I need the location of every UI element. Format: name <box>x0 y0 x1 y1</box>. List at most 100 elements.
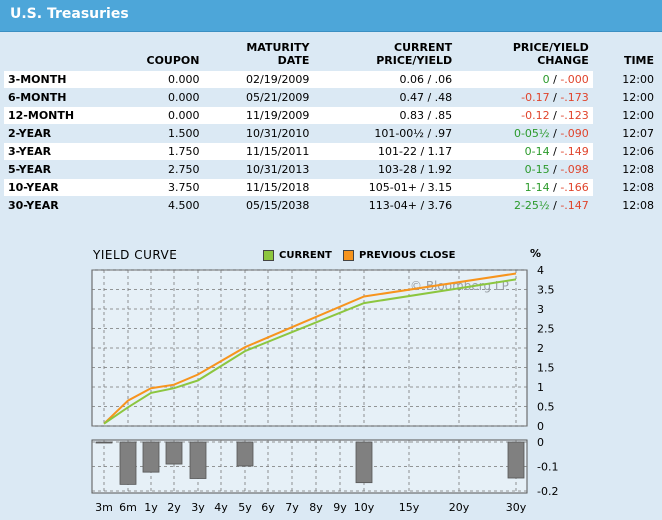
change-separator: / <box>549 163 561 176</box>
y-unit-label: % <box>530 247 542 260</box>
row-name: 3-YEAR <box>4 143 113 160</box>
change-yield: -.147 <box>560 199 589 212</box>
x-tick-label: 7y <box>285 501 299 514</box>
row-coupon: 0.000 <box>112 107 204 124</box>
x-tick-label: 30y <box>506 501 527 514</box>
change-bar <box>95 441 113 444</box>
row-maturity: 11/15/2018 <box>203 179 314 196</box>
row-coupon: 0.000 <box>112 71 204 88</box>
row-name: 2-YEAR <box>4 125 113 142</box>
series-current-line <box>103 278 517 425</box>
change-separator: / <box>549 91 561 104</box>
change-yield: -.000 <box>560 73 589 86</box>
change-price: 0-05½ <box>513 127 550 140</box>
row-change: -0.17 / -.173 <box>456 89 593 106</box>
row-name: 30-YEAR <box>4 197 113 214</box>
table-row: 12-MONTH 0.000 11/19/2009 0.83 / .85 -0.12 /… <box>4 107 658 124</box>
row-time: 12:07 <box>592 125 658 142</box>
row-maturity: 10/31/2010 <box>203 125 314 142</box>
x-tick-label: 20y <box>449 501 470 514</box>
row-change: 0-14 / -.149 <box>456 143 593 160</box>
change-bar <box>189 441 207 479</box>
row-maturity: 05/21/2009 <box>203 89 314 106</box>
table-row: 3-YEAR 1.750 11/15/2011 101-22 / 1.17 0-14 /… <box>4 143 658 160</box>
row-change: 1-14 / -.166 <box>456 179 593 196</box>
change-y-tick-label: -0.1 <box>537 461 558 474</box>
table-row: 30-YEAR 4.500 05/15/2038 113-04+ / 3.76 2-25… <box>4 197 658 214</box>
change-yield: -.098 <box>560 163 589 176</box>
x-tick-label: 2y <box>167 501 181 514</box>
row-change: 0 / -.000 <box>456 71 593 88</box>
treasuries-table: COUPON MATURITY DATE CURRENT PRICE/YIELD… <box>4 40 658 215</box>
change-separator: / <box>549 73 561 86</box>
x-tick-label: 1y <box>144 501 158 514</box>
row-coupon: 4.500 <box>112 197 204 214</box>
change-yield: -.173 <box>560 91 589 104</box>
row-time: 12:00 <box>592 89 658 106</box>
change-yield: -.123 <box>560 109 589 122</box>
x-tick-label: 9y <box>333 501 347 514</box>
change-separator: / <box>549 181 561 194</box>
change-separator: / <box>549 109 561 122</box>
change-price: 0-15 <box>524 163 550 176</box>
row-change: 0-15 / -.098 <box>456 161 593 178</box>
row-time: 12:00 <box>592 107 658 124</box>
x-tick-label: 15y <box>399 501 420 514</box>
row-time: 12:08 <box>592 161 658 178</box>
row-name: 3-MONTH <box>4 71 113 88</box>
change-bar <box>507 441 525 479</box>
row-change: 0-05½ / -.090 <box>456 125 593 142</box>
row-maturity: 05/15/2038 <box>203 197 314 214</box>
table-row: 6-MONTH 0.000 05/21/2009 0.47 / .48 -0.17 / … <box>4 89 658 106</box>
row-price-yield: 0.06 / .06 <box>313 71 457 88</box>
legend-current-label: CURRENT <box>279 250 332 261</box>
header-maturity: MATURITY DATE <box>246 41 310 67</box>
change-separator: / <box>549 145 561 158</box>
header-price-yield: CURRENT PRICE/YIELD <box>376 41 453 67</box>
y-tick-label: 2 <box>537 342 544 355</box>
change-yield: -.090 <box>560 127 589 140</box>
row-coupon: 2.750 <box>112 161 204 178</box>
table-header-row: COUPON MATURITY DATE CURRENT PRICE/YIELD… <box>4 41 658 70</box>
row-time: 12:08 <box>592 179 658 196</box>
x-tick-label: 6y <box>261 501 275 514</box>
legend-previous-label: PREVIOUS CLOSE <box>359 250 456 261</box>
change-price: 0-14 <box>524 145 550 158</box>
row-name: 6-MONTH <box>4 89 113 106</box>
y-tick-label: 3.5 <box>537 284 555 297</box>
y-tick-label: 1.5 <box>537 362 555 375</box>
change-separator: / <box>549 127 561 140</box>
watermark: © Bloomberg LP <box>410 279 509 293</box>
row-price-yield: 0.47 / .48 <box>313 89 457 106</box>
row-price-yield: 101-22 / 1.17 <box>313 143 457 160</box>
y-tick-label: 2.5 <box>537 323 555 336</box>
change-price: 0 <box>542 73 550 86</box>
change-bar <box>142 441 160 473</box>
y-tick-label: 4 <box>537 264 544 277</box>
change-bar <box>236 441 254 467</box>
change-bar <box>119 441 137 485</box>
row-maturity: 11/19/2009 <box>203 107 314 124</box>
change-price: -0.17 <box>521 91 550 104</box>
x-tick-label: 10y <box>354 501 375 514</box>
change-price: -0.12 <box>521 109 550 122</box>
row-maturity: 10/31/2013 <box>203 161 314 178</box>
row-name: 10-YEAR <box>4 179 113 196</box>
header-bar: U.S. Treasuries <box>0 0 662 32</box>
row-name: 12-MONTH <box>4 107 113 124</box>
row-price-yield: 103-28 / 1.92 <box>313 161 457 178</box>
row-maturity: 11/15/2011 <box>203 143 314 160</box>
change-yield: -.166 <box>560 181 589 194</box>
change-y-tick-label: -0.2 <box>537 485 558 498</box>
change-y-tick-label: 0 <box>537 436 544 449</box>
row-price-yield: 113-04+ / 3.76 <box>313 197 457 214</box>
x-tick-label: 3y <box>191 501 205 514</box>
row-price-yield: 105-01+ / 3.15 <box>313 179 457 196</box>
row-maturity: 02/19/2009 <box>203 71 314 88</box>
table-row: 2-YEAR 1.500 10/31/2010 101-00½ / .97 0-05½ … <box>4 125 658 142</box>
change-yield: -.149 <box>560 145 589 158</box>
header-change: PRICE/YIELD CHANGE <box>512 41 589 67</box>
change-bar <box>355 441 373 484</box>
row-coupon: 1.750 <box>112 143 204 160</box>
